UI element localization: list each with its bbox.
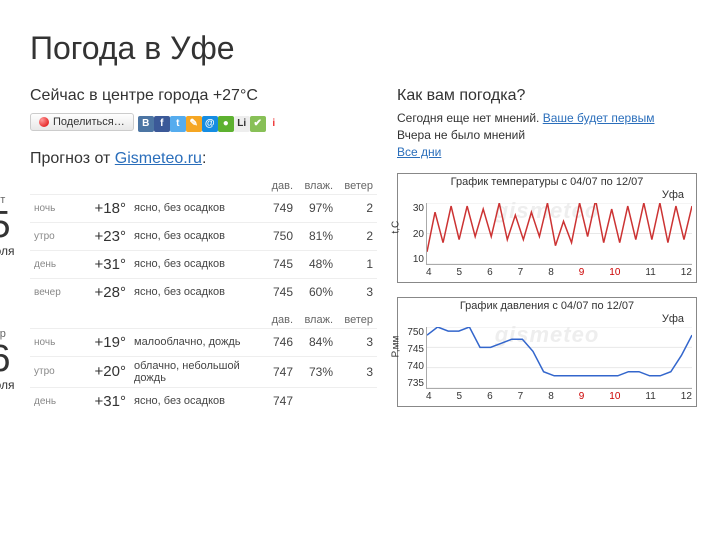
cl-icon[interactable]: ✔ (250, 116, 266, 132)
share-button[interactable]: Поделиться… (30, 113, 134, 131)
forecast-row: день+31°ясно, без осадков74548%1 (30, 250, 377, 278)
rd-icon[interactable]: i (266, 116, 282, 132)
gismeteo-link[interactable]: Gismeteo.ru (115, 150, 202, 167)
press-ylabel: P,мм (391, 336, 402, 358)
page-title: Погода в Уфе (30, 30, 697, 67)
col-humidity: влаж. (297, 178, 337, 194)
forecast-heading: Прогноз от Gismeteo.ru: (30, 150, 377, 168)
forecast-row: ночь+19°малооблачно, дождь74684%3 (30, 328, 377, 356)
forecast-row: вечер+28°ясно, без осадков74560%3 (30, 278, 377, 306)
press-chart-title: График давления с 04/07 по 12/07 (402, 300, 692, 312)
share-icon (39, 117, 49, 127)
vk-icon[interactable]: B (138, 116, 154, 132)
col-pressure: дав. (257, 312, 297, 328)
opinion-heading: Как вам погодка? (397, 87, 697, 105)
date-col: вт5июля (0, 194, 30, 306)
col-pressure: дав. (257, 178, 297, 194)
temp-chart-loc: Уфа (402, 189, 692, 201)
share-label: Поделиться… (53, 116, 125, 128)
temp-chart: График температуры с 04/07 по 12/07 Уфа … (397, 173, 697, 283)
fb-icon[interactable]: f (154, 116, 170, 132)
col-wind: ветер (337, 312, 377, 328)
col-wind: ветер (337, 178, 377, 194)
temp-ylabel: t,C (391, 221, 402, 234)
forecast-row: ночь+18°ясно, без осадков74997%2 (30, 194, 377, 222)
forecast-row: день+31°ясно, без осадков747 (30, 387, 377, 415)
forecast-row: утро+23°ясно, без осадков75081%2 (30, 222, 377, 250)
opinion-yesterday: Вчера не было мнений (397, 128, 697, 142)
opinion-today: Сегодня еще нет мнений. Ваше будет первы… (397, 111, 697, 125)
opinion-first-link[interactable]: Ваше будет первым (543, 111, 655, 125)
press-chart: График давления с 04/07 по 12/07 Уфа gis… (397, 297, 697, 407)
forecast-row: утро+20°облачно, небольшой дождь74773%3 (30, 356, 377, 387)
ok-icon[interactable]: ● (218, 116, 234, 132)
date-col: ср6июля (0, 328, 30, 415)
lj-icon[interactable]: ✎ (186, 116, 202, 132)
li-icon[interactable]: Li (234, 116, 250, 132)
temp-chart-title: График температуры с 04/07 по 12/07 (402, 176, 692, 188)
tw-icon[interactable]: t (170, 116, 186, 132)
opinion-all-link[interactable]: Все дни (397, 145, 441, 159)
mm-icon[interactable]: @ (202, 116, 218, 132)
share-bar: Поделиться… Bft✎@●Li✔i (30, 113, 377, 132)
col-humidity: влаж. (297, 312, 337, 328)
current-weather: Сейчас в центре города +27°C (30, 87, 377, 105)
press-chart-loc: Уфа (402, 313, 692, 325)
